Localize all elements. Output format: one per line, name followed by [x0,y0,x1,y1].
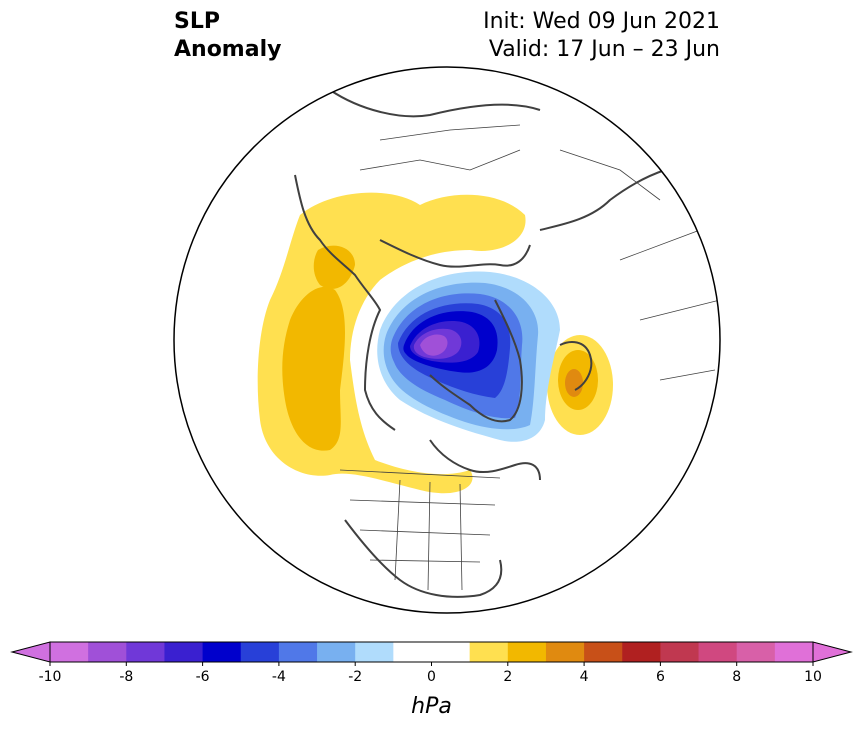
colorbar-tick-label: 6 [656,669,665,685]
colorbar-tick-label: -6 [196,669,210,685]
colorbar-cell [355,642,394,662]
colorbar-tick-label: -10 [39,669,62,685]
title-right: Init: Wed 09 Jun 2021 Valid: 17 Jun – 23… [483,8,720,64]
positive-2-3-contour [282,286,345,451]
colorbar-cell [698,642,738,662]
colorbar-tick-label: -4 [272,669,286,685]
us-canada-border [339,469,501,479]
valid-range: Valid: 17 Jun – 23 Jun [488,37,720,62]
colorbar-tick-label: 10 [804,669,822,685]
positive-3-4-contour [565,369,583,397]
title-slp: SLP [174,9,220,34]
colorbar-cell [50,642,89,662]
colorbar-cell [584,642,623,662]
colorbar-extend-max [812,641,853,663]
colorbar-tick-label: 0 [427,669,436,685]
eurasia-borders [359,124,661,201]
colorbar-cell [736,642,776,662]
colorbar-extend-min [10,641,51,663]
colorbar-cell [774,642,814,662]
british-isles-coast [559,341,593,391]
colorbar-tick-label: 4 [580,669,589,685]
colorbar-cell [393,642,432,662]
colorbar-unit: hPa [411,694,452,719]
init-date: Init: Wed 09 Jun 2021 [483,9,720,34]
negative-8-9-contour [420,334,448,356]
hudson-bay-coast [429,439,541,481]
colorbar-cell [278,642,318,662]
north-america-west-coast [294,174,396,431]
colorbar-cell [469,642,509,662]
country-borders [339,124,720,591]
colorbar-tick-label: 8 [732,669,741,685]
central-america-coast [344,519,503,598]
us-state-verticals [394,479,463,591]
title-anomaly: Anomaly [174,37,282,62]
colorbar: -10 -8 -6 -4 -2 0 2 4 6 8 10 [10,641,853,685]
colorbar-cells [10,641,853,663]
colorbar-cell [545,642,585,662]
colorbar-cell [88,642,127,662]
greenland-coast [429,299,523,423]
colorbar-cell [126,642,165,662]
positive-2-3-contour-north [313,245,355,289]
atlantic-positive-anomaly [547,335,613,435]
map-boundary [173,66,721,614]
colorbar-cell [660,642,700,662]
colorbar-tick-label: 2 [503,669,512,685]
europe-borders [619,229,720,381]
colorbar-cell [622,642,661,662]
colorbar-ticks: -10 -8 -6 -4 -2 0 2 4 6 8 10 [39,662,822,685]
map-disk [174,67,720,613]
title-left: SLP Anomaly [174,8,281,64]
colorbar-cell [507,642,547,662]
arctic-negative-anomaly [377,271,560,442]
asia-interior-line [329,89,541,118]
colorbar-cell [317,642,356,662]
colorbar-cell [164,642,204,662]
colorbar-cell [431,642,471,662]
colorbar-tick-label: -2 [348,669,362,685]
colorbar-cell [202,642,242,662]
colorbar-cell [240,642,280,662]
polar-map [173,66,721,614]
siberia-coast [379,239,531,268]
colorbar-tick-label: -8 [119,669,133,685]
pacific-positive-anomaly [257,192,526,494]
